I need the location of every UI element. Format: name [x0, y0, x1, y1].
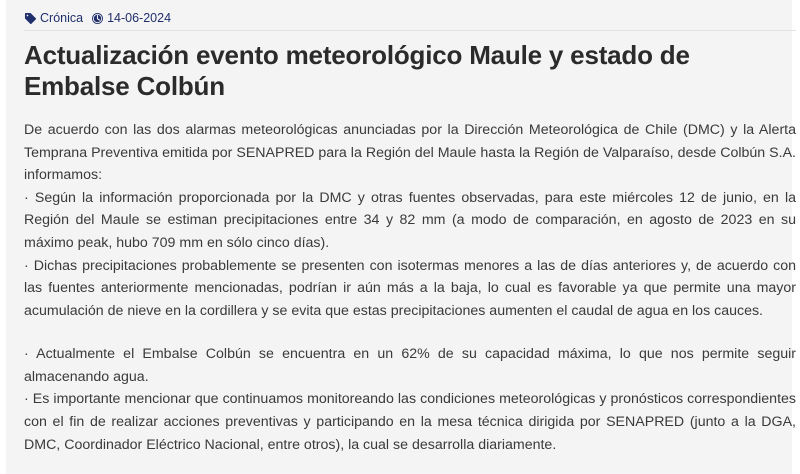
article-paragraph: · Dichas precipitaciones probablemente s…	[24, 257, 796, 319]
clock-icon	[91, 12, 104, 25]
article-body: De acuerdo con las dos alarmas meteoroló…	[24, 119, 796, 456]
article-card: Crónica 14-06-2024 Actualización evento …	[6, 0, 796, 474]
meta-divider	[24, 29, 796, 31]
article-paragraph: De acuerdo con las dos alarmas meteoroló…	[24, 122, 796, 184]
tag-icon	[24, 12, 37, 25]
article-category-label: Crónica	[40, 11, 84, 25]
article-paragraph: · Según la información proporcionada por…	[24, 189, 796, 252]
article-paragraph: · Es importante mencionar que continuamo…	[24, 391, 796, 453]
article-date: 14-06-2024	[91, 11, 172, 26]
article-category[interactable]: Crónica	[24, 11, 84, 26]
article-meta: Crónica 14-06-2024	[18, 11, 780, 30]
article-date-label: 14-06-2024	[107, 11, 172, 25]
page-title: Actualización evento meteorológico Maule…	[24, 39, 690, 101]
article-paragraph: · Actualmente el Embalse Colbún se encue…	[24, 346, 796, 385]
